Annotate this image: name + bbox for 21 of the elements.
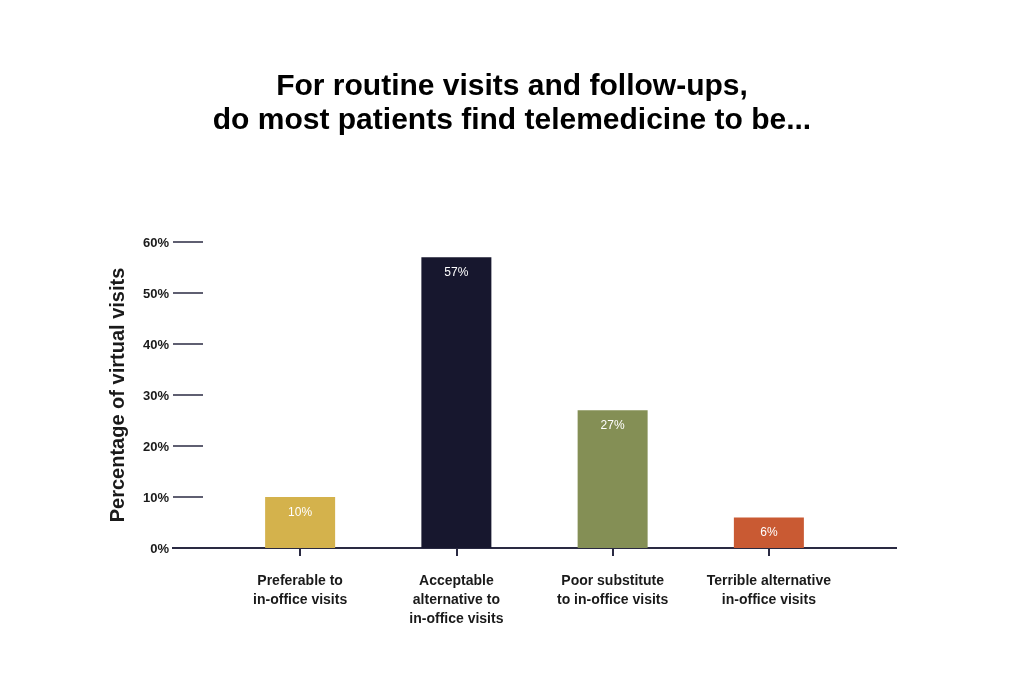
y-tick-label: 10% [142,489,170,505]
bar [733,517,804,548]
chart-title: For routine visits and follow-ups, do most patients find telemedicine to be... [212,67,812,135]
x-tick-label: Preferable to in-office visits [253,571,348,607]
x-tick-label: Acceptable alternative to in-office visits [409,571,504,626]
data-label: 57% [444,265,469,280]
data-label: 6% [760,525,778,540]
x-tick-label: Poor substitute to in-office visits [557,571,669,607]
y-tick-label: 0% [150,540,170,556]
y-tick-label: 40% [142,336,170,352]
y-tick-label: 30% [142,387,170,403]
y-tick-label: 20% [142,438,170,454]
bar [577,410,648,548]
bar [265,497,336,548]
data-label: 27% [600,418,625,433]
data-label: 10% [288,505,313,519]
y-axis-title: Percentage of virtual visits [106,267,128,523]
y-tick-label: 60% [142,234,170,250]
y-tick-label: 50% [142,285,170,301]
x-tick-label: Terrible alternative in-office visits [706,571,832,607]
bar [421,257,492,548]
